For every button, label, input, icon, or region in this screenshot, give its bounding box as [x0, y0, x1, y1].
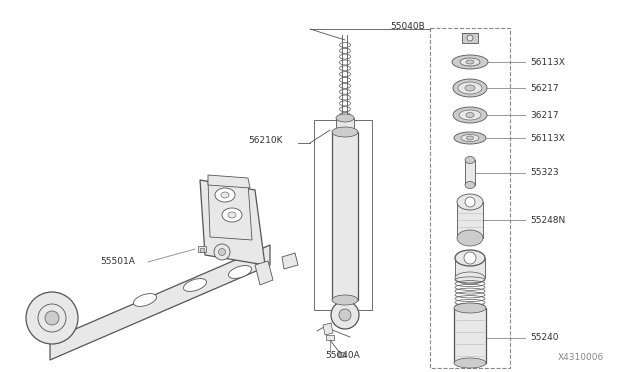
Bar [454, 308, 486, 363]
Bar [457, 202, 483, 238]
Text: 36217: 36217 [530, 110, 559, 119]
Circle shape [464, 252, 476, 264]
Circle shape [331, 301, 359, 329]
Bar [430, 28, 510, 368]
Ellipse shape [461, 135, 479, 141]
Circle shape [218, 248, 225, 256]
Ellipse shape [332, 295, 358, 305]
Circle shape [26, 292, 78, 344]
Text: 55040A: 55040A [325, 350, 360, 359]
Ellipse shape [222, 208, 242, 222]
Circle shape [339, 309, 351, 321]
Polygon shape [282, 253, 298, 269]
Ellipse shape [455, 250, 485, 266]
Bar [200, 248, 204, 252]
Ellipse shape [332, 127, 358, 137]
Ellipse shape [221, 192, 229, 198]
Ellipse shape [465, 85, 475, 91]
Polygon shape [323, 323, 333, 335]
Ellipse shape [466, 112, 474, 118]
Ellipse shape [465, 182, 475, 189]
Ellipse shape [338, 353, 346, 357]
Ellipse shape [336, 128, 354, 136]
Circle shape [467, 35, 473, 41]
Ellipse shape [457, 194, 483, 210]
Ellipse shape [454, 358, 486, 368]
Bar [336, 118, 354, 132]
Ellipse shape [454, 132, 486, 144]
Ellipse shape [184, 279, 207, 291]
Polygon shape [208, 180, 252, 240]
Ellipse shape [453, 107, 487, 123]
Circle shape [465, 197, 475, 207]
Text: 55040B: 55040B [390, 22, 425, 31]
Ellipse shape [215, 188, 235, 202]
Text: 55240: 55240 [530, 334, 559, 343]
Circle shape [38, 304, 66, 332]
Circle shape [45, 311, 59, 325]
Circle shape [214, 244, 230, 260]
Bar [332, 132, 358, 300]
Ellipse shape [465, 157, 475, 164]
Text: 55248N: 55248N [530, 215, 565, 224]
Bar [314, 120, 372, 310]
Ellipse shape [453, 79, 487, 97]
Text: X4310006: X4310006 [558, 353, 604, 362]
Ellipse shape [228, 266, 252, 278]
Ellipse shape [466, 60, 474, 64]
Ellipse shape [460, 58, 480, 66]
Text: 55323: 55323 [530, 168, 559, 177]
Bar [326, 335, 334, 340]
Text: 56217: 56217 [530, 83, 559, 93]
Bar [455, 258, 485, 278]
Polygon shape [255, 261, 273, 285]
Ellipse shape [454, 303, 486, 313]
Ellipse shape [459, 110, 481, 120]
Polygon shape [208, 175, 250, 188]
Ellipse shape [452, 55, 488, 69]
Bar [465, 160, 475, 185]
Ellipse shape [455, 272, 485, 284]
Ellipse shape [134, 294, 157, 307]
Text: 56113X: 56113X [530, 58, 565, 67]
Polygon shape [200, 180, 265, 265]
Text: 56210K: 56210K [248, 135, 282, 144]
Bar [462, 33, 478, 43]
Text: 55501A: 55501A [100, 257, 135, 266]
Bar [198, 246, 206, 252]
Polygon shape [50, 245, 270, 360]
Ellipse shape [228, 212, 236, 218]
Ellipse shape [467, 136, 474, 140]
Ellipse shape [336, 114, 354, 122]
Ellipse shape [457, 230, 483, 246]
Ellipse shape [458, 82, 482, 94]
Text: 56113X: 56113X [530, 134, 565, 142]
